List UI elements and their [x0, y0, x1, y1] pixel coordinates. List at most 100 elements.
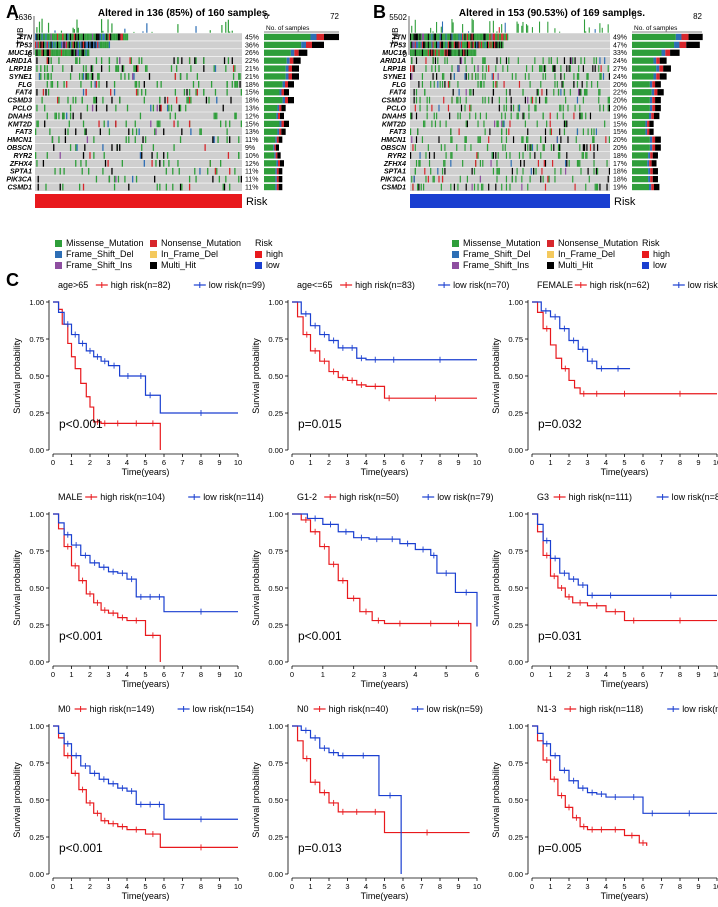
mutation-cell: [604, 57, 606, 64]
mutation-cell: [419, 33, 421, 41]
mutation-cell: [115, 65, 117, 72]
mutation-cell: [583, 57, 586, 64]
panel-letter-c: C: [6, 270, 19, 290]
mutation-cell: [148, 73, 151, 80]
x-tick-label: 1: [321, 670, 325, 679]
x-tick-label: 10: [234, 882, 242, 891]
x-tick-label: 7: [419, 882, 423, 891]
mutation-cell: [111, 167, 113, 175]
mutation-cell: [492, 81, 495, 88]
y-tick-label: 1.00: [29, 722, 44, 731]
count-bar-segment: [632, 112, 649, 120]
mutation-cell: [108, 57, 111, 64]
mutation-cell: [491, 152, 493, 159]
mutation-cell: [424, 41, 426, 49]
risk-legend-label: high: [653, 249, 671, 259]
mutation-cell: [477, 81, 479, 88]
count-bar-segment: [284, 89, 289, 96]
mutation-cell: [75, 160, 77, 167]
mutation-cell: [81, 49, 83, 57]
mutation-cell: [421, 81, 424, 88]
mutation-cell: [471, 41, 473, 49]
km-legend-label: high risk(n=104): [100, 492, 165, 502]
mutation-cell: [152, 144, 155, 151]
mutation-cell: [496, 57, 498, 64]
mutation-cell: [535, 104, 537, 112]
mutation-cell: [410, 112, 412, 120]
count-bar-segment: [675, 33, 682, 41]
count-bar-segment: [649, 97, 653, 104]
mutation-cell: [54, 112, 56, 120]
mutation-cell: [443, 49, 445, 57]
mutation-cell: [524, 73, 526, 80]
mutation-cell: [170, 65, 173, 72]
mutation-cell: [560, 65, 562, 72]
mutation-cell: [465, 120, 467, 128]
count-bar-segment: [648, 176, 651, 183]
x-tick-label: 5: [622, 670, 626, 679]
count-bar-segment: [632, 136, 650, 143]
mutation-cell: [604, 120, 606, 128]
mutation-cell: [413, 88, 415, 96]
mutation-cell: [192, 81, 195, 88]
count-bar-segment: [292, 73, 299, 80]
mutation-cell: [502, 41, 504, 49]
km-legend-label: low risk(n=114): [203, 492, 264, 502]
mutation-cell: [496, 175, 498, 183]
mutation-cell: [496, 41, 498, 49]
mutation-cell: [457, 41, 459, 49]
risk-legend-title: Risk: [255, 238, 273, 248]
mutation-cell: [117, 175, 120, 183]
mutation-cell: [505, 136, 508, 143]
mutation-cell: [496, 81, 498, 88]
y-tick-label: 0.25: [29, 621, 44, 630]
mutation-cell: [425, 33, 427, 41]
mutation-cell: [447, 104, 450, 112]
mutation-cell: [559, 128, 561, 136]
mutation-cell: [231, 57, 233, 64]
mutation-cells: [35, 33, 242, 191]
mutation-cell: [432, 175, 434, 183]
mutation-cell: [499, 57, 502, 64]
mutation-cell: [497, 33, 499, 41]
y-tick-label: 0.25: [29, 409, 44, 418]
mutation-cell: [488, 96, 490, 104]
legend-label: Missense_Mutation: [66, 238, 144, 248]
mutation-cell: [419, 152, 421, 159]
mutation-cell: [44, 104, 46, 112]
mutation-cell: [41, 41, 43, 49]
mutation-cell: [494, 33, 496, 41]
mutation-cell: [235, 81, 237, 88]
mutation-cell: [421, 136, 424, 143]
count-bar-segment: [264, 152, 275, 159]
mutation-cell: [86, 136, 89, 143]
mutation-cell: [174, 88, 177, 96]
mutation-cell: [542, 175, 544, 183]
mutation-cell: [477, 152, 479, 159]
gene-label: RYR2: [13, 153, 32, 160]
mutation-cell: [194, 167, 196, 175]
mutation-cell: [574, 104, 576, 112]
x-axis-title: Time(years): [601, 679, 649, 689]
km-plot: age<=65 high risk(n=83) low risk(n=70)0.00…: [251, 280, 509, 477]
mutation-cell: [579, 88, 581, 96]
x-axis-title: Time(years): [601, 467, 649, 477]
mutation-cell: [40, 41, 42, 49]
gene-percent-label: 24%: [613, 58, 627, 65]
mutation-cell: [593, 167, 595, 175]
mutation-cell: [554, 81, 556, 88]
x-tick-label: 8: [678, 670, 682, 679]
mutation-cell: [586, 81, 588, 88]
mutation-cell: [531, 144, 534, 151]
mutation-cell: [90, 33, 92, 41]
mutation-cell: [517, 112, 519, 120]
mutation-cell: [428, 96, 431, 104]
mutation-cell: [475, 73, 477, 80]
mutation-cell: [465, 183, 467, 191]
mutation-cell: [45, 41, 47, 49]
x-tick-label: 8: [438, 458, 442, 467]
count-bar-segment: [279, 89, 282, 96]
mutation-cell: [475, 112, 477, 120]
mutation-cell: [238, 136, 240, 143]
mutation-cell: [431, 41, 433, 49]
